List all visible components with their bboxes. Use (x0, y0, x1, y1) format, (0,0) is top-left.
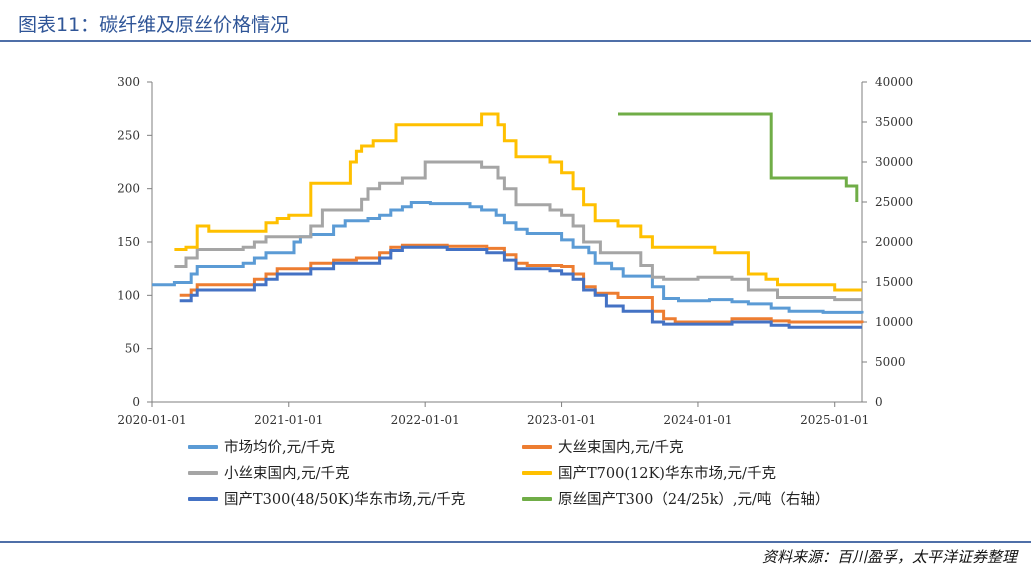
legend-item: 国产T300(48/50K)华东市场,元/千克 (188, 488, 465, 509)
x-tick-label: 2020-01-01 (117, 413, 186, 427)
legend-item: 原丝国产T300（24/25k）,元/吨（右轴） (522, 488, 829, 509)
series-line-0 (152, 201, 864, 314)
x-tick-label: 2021-01-01 (254, 413, 323, 427)
chart: 0 50 100 150 200 250 300 0 5000 10000 15000 20000 25… (117, 75, 913, 427)
series-line-5 (618, 112, 859, 202)
x-tick-label: 2023-01-01 (527, 413, 596, 427)
right-tick-label: 15000 (875, 275, 913, 289)
axes: 0 50 100 150 200 250 300 0 5000 10000 15000 20000 25… (117, 75, 913, 427)
left-tick-label: 50 (125, 342, 140, 356)
legend-label: 大丝束国内,元/千克 (558, 440, 684, 456)
legend-swatch (188, 444, 218, 449)
series-lines (152, 112, 864, 329)
right-tick-label: 5000 (875, 355, 906, 369)
x-tick-label: 2022-01-01 (391, 413, 460, 427)
top-divider (0, 40, 1031, 42)
right-tick-label: 35000 (875, 115, 913, 129)
right-tick-label: 0 (875, 395, 883, 409)
right-tick-label: 30000 (875, 155, 913, 169)
left-tick-label: 100 (117, 288, 140, 302)
left-tick-label: 0 (132, 395, 140, 409)
legend-swatch (188, 470, 218, 475)
legend-label: 原丝国产T300（24/25k）,元/吨（右轴） (558, 492, 830, 508)
left-tick-label: 150 (117, 235, 140, 249)
left-tick-label: 250 (117, 128, 140, 142)
left-tick-label: 200 (117, 182, 140, 196)
legend-item: 市场均价,元/千克 (188, 436, 335, 457)
legend-item: 大丝束国内,元/千克 (522, 436, 684, 457)
bottom-divider (0, 541, 1031, 543)
legend-label: 小丝束国内,元/千克 (224, 466, 350, 482)
legend-label: 国产T300(48/50K)华东市场,元/千克 (224, 492, 466, 508)
page-title: 图表11：碳纤维及原丝价格情况 (18, 14, 290, 36)
series-line-2 (174, 160, 862, 302)
right-tick-label: 10000 (875, 315, 913, 329)
legend-label: 市场均价,元/千克 (224, 440, 335, 456)
x-tick-label: 2024-01-01 (663, 413, 732, 427)
series-line-1 (179, 243, 864, 324)
legend-item: 国产T700(12K)华东市场,元/千克 (522, 462, 776, 483)
legend-swatch (188, 496, 218, 501)
legend-swatch (522, 470, 552, 475)
legend-item: 小丝束国内,元/千克 (188, 462, 350, 483)
legend-swatch (522, 496, 552, 501)
series-line-4 (179, 245, 862, 329)
source-note: 资料来源：百川盈孚，太平洋证券整理 (761, 548, 1017, 566)
series-line-3 (174, 112, 862, 292)
x-tick-label: 2025-01-01 (800, 413, 869, 427)
right-tick-label: 20000 (875, 235, 913, 249)
legend-swatch (522, 444, 552, 449)
right-tick-label: 40000 (875, 75, 913, 89)
right-tick-label: 25000 (875, 195, 913, 209)
left-tick-label: 300 (117, 75, 140, 89)
legend-label: 国产T700(12K)华东市场,元/千克 (558, 466, 776, 482)
